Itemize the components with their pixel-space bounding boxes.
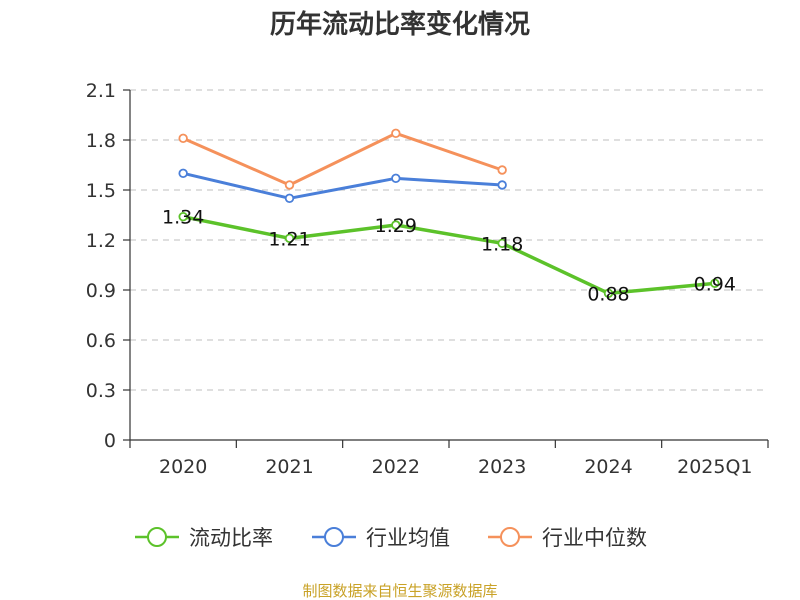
data-point-series-0[interactable] [391, 220, 401, 230]
legend-label: 行业均值 [366, 526, 450, 550]
legend-label: 流动比率 [189, 526, 273, 550]
legend-label: 行业中位数 [542, 526, 647, 550]
x-tick-label: 2020 [159, 456, 207, 478]
y-tick-label: 0.3 [86, 380, 116, 402]
legend-item-2[interactable]: 行业中位数 [488, 526, 647, 550]
data-label: 1.29 [375, 215, 417, 237]
data-point-series-2[interactable] [391, 128, 401, 139]
x-tick-label: 2023 [478, 456, 526, 478]
data-label: 0.94 [694, 273, 736, 295]
axis-layer: 0 0.3 0.6 0.9 1.2 1.5 1.8 2.1 2020 2021 2022 2023 20… [86, 80, 769, 478]
data-label: 1.21 [268, 228, 310, 250]
data-label: 0.88 [587, 283, 629, 305]
legend-marker [147, 527, 167, 547]
y-tick-label: 0.9 [86, 280, 116, 302]
y-tick-label: 0.6 [86, 330, 116, 352]
x-tick-label: 2025Q1 [677, 456, 752, 478]
legend-marker [324, 527, 344, 547]
series-line-2 [182, 131, 503, 187]
data-label: 1.18 [481, 233, 523, 255]
grid-layer [130, 89, 768, 391]
label-layer: 1.34 1.21 1.29 1.18 0.88 0.94 [162, 207, 736, 306]
y-tick-label: 2.1 [86, 80, 116, 102]
x-tick-label: 2021 [265, 456, 313, 478]
legend: 流动比率 行业均值 行业中位数 [135, 526, 647, 550]
y-tick-label: 0 [104, 430, 116, 452]
legend-item-1[interactable]: 行业均值 [312, 526, 450, 550]
data-point-series-1[interactable] [178, 168, 188, 179]
data-point-series-0[interactable] [710, 278, 720, 289]
data-point-series-2[interactable] [178, 133, 188, 144]
data-point-series-1[interactable] [497, 180, 507, 190]
y-tick-label: 1.5 [86, 180, 116, 202]
data-point-series-0[interactable] [497, 238, 507, 249]
legend-marker [500, 527, 520, 547]
data-point-series-2[interactable] [284, 180, 295, 190]
data-point-series-1[interactable] [391, 173, 401, 184]
chart-title: 历年流动比率变化情况 [270, 9, 530, 40]
y-tick-label: 1.8 [86, 130, 116, 152]
data-point-series-0[interactable] [178, 211, 188, 222]
y-tick-label: 1.2 [86, 230, 116, 252]
data-point-series-0[interactable] [603, 288, 614, 299]
series-layer [178, 128, 720, 299]
data-point-series-2[interactable] [497, 165, 507, 175]
x-tick-label: 2024 [584, 456, 632, 478]
data-point-series-0[interactable] [284, 233, 295, 244]
legend-item-0[interactable]: 流动比率 [135, 526, 273, 550]
source-note: 制图数据来自恒生聚源数据库 [302, 582, 497, 600]
series-line-1 [182, 171, 503, 200]
series-line-0 [182, 214, 715, 296]
x-tick-label: 2022 [372, 456, 420, 478]
data-label: 1.34 [162, 207, 204, 229]
data-point-series-1[interactable] [284, 193, 295, 204]
